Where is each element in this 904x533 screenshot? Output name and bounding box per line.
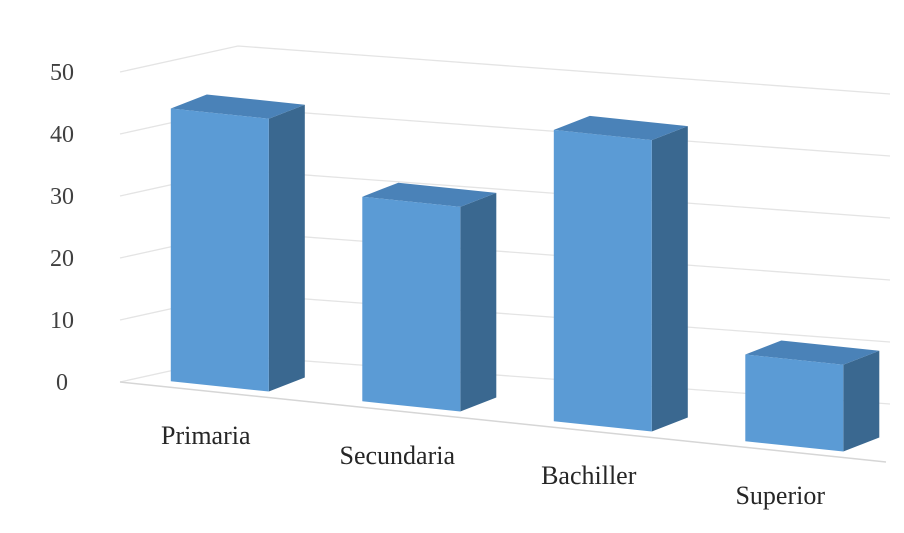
- y-axis-ticks: 0 10 20 30 40 50: [50, 60, 74, 396]
- y-tick-label: 20: [50, 246, 74, 272]
- x-axis-categories: Primaria Secundaria Bachiller Superior: [161, 421, 825, 510]
- y-tick-label: 40: [50, 122, 74, 148]
- bar: [745, 340, 880, 452]
- y-tick-label: 50: [50, 60, 74, 86]
- bar: [362, 182, 497, 412]
- bar-front: [745, 354, 844, 452]
- bar-front: [553, 129, 652, 432]
- y-tick-label: 10: [50, 308, 74, 334]
- bars: [170, 94, 880, 452]
- bar-top: [553, 115, 688, 141]
- bar-front: [170, 108, 269, 392]
- bar-top: [745, 340, 880, 365]
- x-category-label: Primaria: [161, 421, 251, 450]
- x-category-label: Superior: [735, 481, 825, 510]
- y-tick-label: 0: [56, 370, 68, 396]
- x-category-label: Secundaria: [339, 441, 455, 470]
- bar: [553, 115, 688, 432]
- bar-top: [362, 182, 497, 207]
- bar-side: [268, 104, 305, 392]
- bar-front: [362, 196, 461, 412]
- x-category-label: Bachiller: [541, 461, 637, 490]
- y-tick-label: 30: [50, 184, 74, 210]
- bar-side: [651, 126, 688, 432]
- bar-side: [843, 350, 880, 452]
- gridline: [119, 45, 891, 95]
- bar-side: [460, 192, 497, 412]
- bar: [170, 94, 305, 392]
- x-axis-line: [119, 381, 887, 463]
- bar-top: [170, 94, 305, 119]
